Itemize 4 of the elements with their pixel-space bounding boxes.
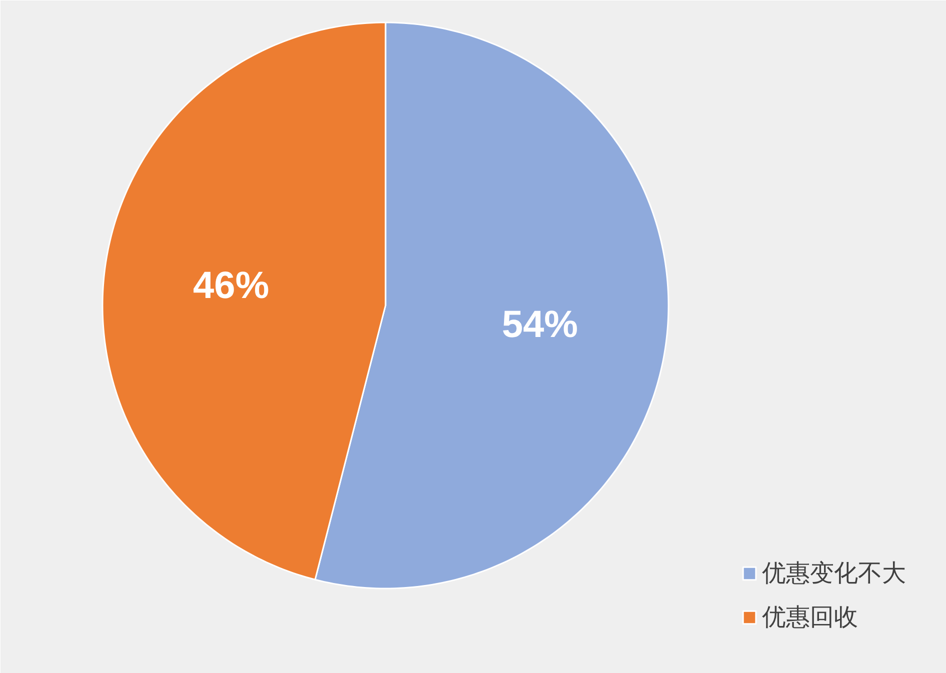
legend-label: 优惠回收 — [762, 602, 858, 633]
data-label: 54% — [502, 304, 578, 346]
legend-label: 优惠变化不大 — [762, 558, 906, 589]
data-label: 46% — [193, 264, 270, 307]
